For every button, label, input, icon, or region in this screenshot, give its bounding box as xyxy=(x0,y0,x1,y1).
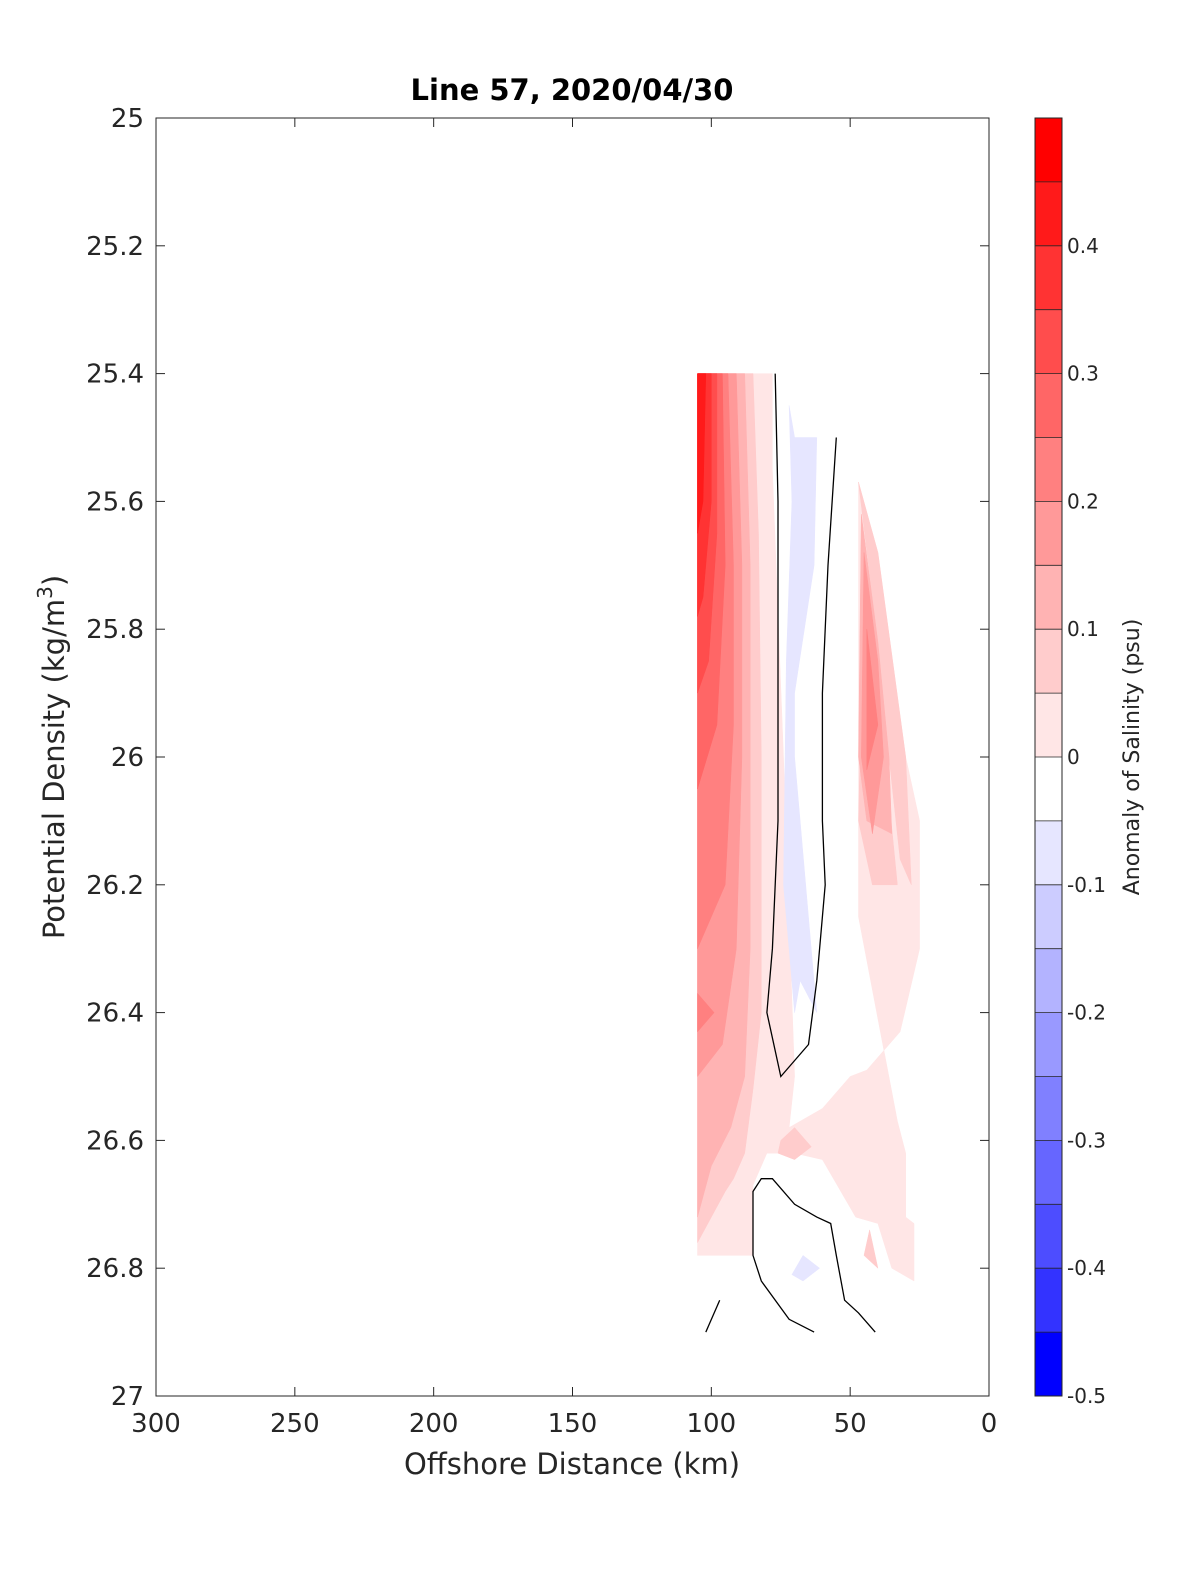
colorbar-swatch xyxy=(1035,181,1062,246)
y-tick-label: 25.2 xyxy=(86,232,144,262)
colorbar-tick-label: 0.2 xyxy=(1067,489,1099,513)
x-tick-label: 200 xyxy=(409,1409,459,1439)
x-tick-label: 150 xyxy=(548,1409,598,1439)
y-tick-label: 26.8 xyxy=(86,1254,144,1284)
y-tick-label: 26.2 xyxy=(86,871,144,901)
contour-region xyxy=(783,405,818,1013)
colorbar-tick-label: 0.3 xyxy=(1067,362,1099,386)
contour-fill-layer xyxy=(697,373,920,1282)
contour-region xyxy=(697,992,715,1033)
contour-region xyxy=(863,1229,879,1269)
y-tick-label: 26 xyxy=(111,743,144,773)
colorbar-swatch xyxy=(1035,1140,1062,1205)
colorbar-tick-label: 0.1 xyxy=(1067,617,1099,641)
colorbar-swatch xyxy=(1035,565,1062,630)
y-axis-title-superscript: 3 xyxy=(33,586,57,599)
y-tick-label: 27 xyxy=(111,1382,144,1412)
colorbar-swatch xyxy=(1035,373,1062,438)
colorbar-swatch xyxy=(1035,1332,1062,1396)
colorbar-tick-label: 0 xyxy=(1067,745,1080,769)
colorbar-tick-label: -0.2 xyxy=(1067,1001,1106,1025)
colorbar-swatch xyxy=(1035,948,1062,1013)
y-tick-label: 26.4 xyxy=(86,999,144,1029)
y-tick-label: 25 xyxy=(111,104,144,134)
x-tick-label: 300 xyxy=(131,1409,181,1439)
x-tick-label: 100 xyxy=(687,1409,737,1439)
colorbar-swatch xyxy=(1035,693,1062,757)
colorbar-swatch xyxy=(1035,757,1062,821)
colorbar-swatch xyxy=(1035,820,1062,885)
x-axis: 300 250 200 150 100 50 0 xyxy=(131,118,997,1439)
colorbar-tick-label: 0.4 xyxy=(1067,234,1099,258)
y-tick-label: 25.6 xyxy=(86,487,144,517)
y-tick-label: 26.6 xyxy=(86,1126,144,1156)
colorbar-swatch xyxy=(1035,437,1062,502)
colorbar-swatch xyxy=(1035,1204,1062,1269)
colorbar-tick-label: -0.1 xyxy=(1067,873,1106,897)
colorbar-swatch xyxy=(1035,245,1062,310)
x-tick-label: 250 xyxy=(270,1409,320,1439)
contour-region xyxy=(697,373,707,534)
colorbar-tick-label: -0.3 xyxy=(1067,1128,1106,1152)
y-axis-title: Potential Density (kg/m3) xyxy=(33,575,71,939)
colorbar-swatch xyxy=(1035,309,1062,374)
colorbar-frame xyxy=(1034,117,1063,1397)
x-tick-label: 50 xyxy=(834,1409,867,1439)
y-axis: 25 25.2 25.4 25.6 25.8 26 26.2 26.4 26.6 26.8 27 xyxy=(86,104,989,1412)
colorbar-swatch xyxy=(1035,1268,1062,1333)
contour-region xyxy=(777,1127,812,1160)
contour-region xyxy=(866,629,879,770)
colorbar-tick-label: -0.5 xyxy=(1067,1384,1106,1408)
colorbar-tick-label: -0.4 xyxy=(1067,1256,1106,1280)
chart-title: Line 57, 2020/04/30 xyxy=(411,73,734,107)
colorbar-swatch xyxy=(1035,501,1062,566)
colorbar-swatch xyxy=(1035,884,1062,949)
zero-contour-line xyxy=(705,1299,721,1333)
zero-contour-lines xyxy=(705,373,876,1333)
y-tick-label: 25.8 xyxy=(86,615,144,645)
contour-region xyxy=(791,1255,821,1282)
x-tick-label: 0 xyxy=(981,1409,998,1439)
colorbar: 0.4 0.3 0.2 0.1 0 -0.1 -0.2 -0.3 -0.4 -0.5 xyxy=(1034,117,1106,1408)
colorbar-swatch xyxy=(1035,118,1062,182)
zero-contour-line xyxy=(752,1178,876,1333)
y-axis-title-main: Potential Density (kg/m xyxy=(37,599,71,939)
x-axis-title: Offshore Distance (km) xyxy=(404,1447,740,1481)
colorbar-title: Anomaly of Salinity (psu) xyxy=(1120,619,1145,896)
colorbar-swatch xyxy=(1035,1012,1062,1077)
y-tick-label: 25.4 xyxy=(86,360,144,390)
zero-contour-line xyxy=(766,373,837,1078)
colorbar-swatch xyxy=(1035,629,1062,694)
colorbar-swatch xyxy=(1035,1076,1062,1141)
y-axis-title-end: ) xyxy=(37,575,71,586)
